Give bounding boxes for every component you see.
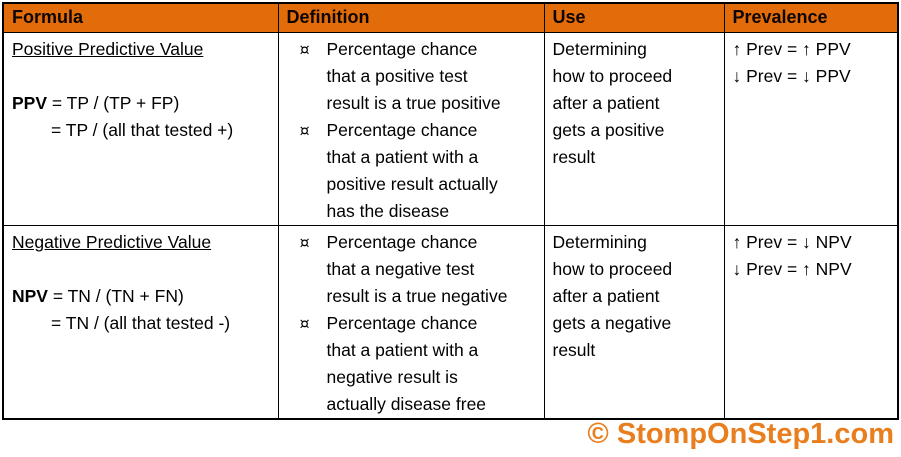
definition-text: Percentage chance that a patient with a … (326, 313, 487, 414)
ppv-equation: PPV = TP / (TP + FP) (12, 90, 272, 117)
use-text: Determining how to proceed after a patie… (552, 39, 673, 167)
column-header-prevalence: Prevalence (723, 2, 899, 33)
ppv-abbr: PPV (12, 93, 48, 113)
npv-use-cell: Determining how to proceed after a patie… (543, 225, 725, 420)
spacer (12, 256, 272, 283)
npv-abbr: NPV (12, 286, 48, 306)
bullet-icon: ¤ (299, 121, 310, 140)
ppv-definition-cell: ¤ Percentage chance that a positive test … (277, 32, 545, 226)
npv-title: Negative Predictive Value (12, 232, 212, 252)
ppv-npv-table: Formula Definition Use Prevalence Positi… (2, 2, 899, 420)
list-item: ¤ Percentage chance that a positive test … (299, 36, 538, 117)
bullet-icon: ¤ (299, 40, 310, 59)
table-row-ppv: Positive Predictive Value PPV = TP / (TP… (2, 32, 899, 226)
spacer (12, 63, 272, 90)
definition-text: Percentage chance that a negative test r… (326, 232, 508, 306)
prevalence-rule: ↑ Prev = ↑ PPV (732, 39, 851, 59)
list-item: ¤ Percentage chance that a negative test … (299, 229, 538, 310)
ppv-equation-rest: = TP / (TP + FP) (47, 93, 180, 113)
definition-text: Percentage chance that a patient with a … (326, 120, 498, 221)
npv-formula-cell: Negative Predictive Value NPV = TN / (TN… (2, 225, 279, 420)
list-item: ¤ Percentage chance that a patient with a… (299, 310, 538, 418)
ppv-definition-list: ¤ Percentage chance that a positive test … (299, 36, 538, 225)
bullet-icon: ¤ (299, 314, 310, 333)
npv-definition-cell: ¤ Percentage chance that a negative test … (277, 225, 545, 420)
copyright-watermark: © StompOnStep1.com (587, 418, 894, 450)
npv-equation-alt: = TN / (all that tested -) (51, 313, 231, 333)
use-text: Determining how to proceed after a patie… (552, 232, 673, 360)
ppv-title: Positive Predictive Value (12, 39, 204, 59)
bullet-icon: ¤ (299, 233, 310, 252)
ppv-prevalence-cell: ↑ Prev = ↑ PPV ↓ Prev = ↓ PPV (723, 32, 899, 226)
ppv-equation-alt: = TP / (all that tested +) (51, 120, 234, 140)
ppv-use-cell: Determining how to proceed after a patie… (543, 32, 725, 226)
header-row: Formula Definition Use Prevalence (2, 2, 899, 33)
ppv-formula-cell: Positive Predictive Value PPV = TP / (TP… (2, 32, 279, 226)
npv-equation-rest: = TN / (TN + FN) (47, 286, 184, 306)
npv-prevalence-cell: ↑ Prev = ↓ NPV ↓ Prev = ↑ NPV (723, 225, 899, 420)
column-header-definition: Definition (277, 2, 545, 33)
column-header-formula: Formula (2, 2, 279, 33)
npv-equation: NPV = TN / (TN + FN) (12, 283, 272, 310)
prevalence-rule: ↓ Prev = ↑ NPV (732, 259, 852, 279)
npv-definition-list: ¤ Percentage chance that a negative test … (299, 229, 538, 418)
definition-text: Percentage chance that a positive test r… (326, 39, 501, 113)
prevalence-rule: ↓ Prev = ↓ PPV (732, 66, 851, 86)
table-row-npv: Negative Predictive Value NPV = TN / (TN… (2, 225, 899, 420)
prevalence-rule: ↑ Prev = ↓ NPV (732, 232, 852, 252)
column-header-use: Use (543, 2, 725, 33)
list-item: ¤ Percentage chance that a patient with a… (299, 117, 538, 225)
